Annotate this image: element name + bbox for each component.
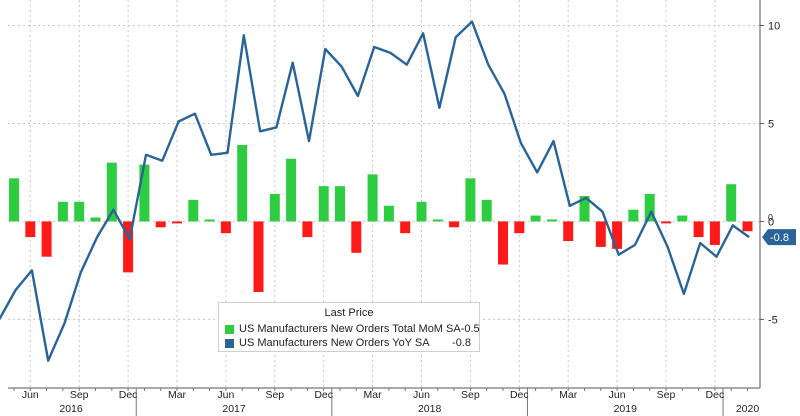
x-tick-label: Jun (22, 389, 39, 401)
x-tick-label: Sep (657, 389, 676, 401)
bar (25, 221, 36, 238)
bar (563, 221, 574, 242)
bar (302, 221, 313, 238)
legend-title: Last Price (324, 307, 374, 319)
yoy-line (0, 20, 750, 362)
bar (74, 201, 85, 222)
bar (530, 215, 541, 222)
x-tick-label: Mar (168, 389, 187, 401)
x-tick-label: Sep (461, 389, 480, 401)
bar (139, 164, 150, 222)
bar (286, 158, 297, 222)
legend-entry-name: US Manufacturers New Orders Total MoM SA (239, 323, 461, 335)
bar (579, 195, 590, 222)
bar (318, 186, 329, 222)
bar (465, 178, 476, 222)
x-year-label: 2018 (418, 403, 442, 415)
bar (595, 221, 606, 247)
bar (220, 221, 231, 234)
bar (416, 201, 427, 222)
bar (514, 221, 525, 234)
last-value-label: -0.8 (762, 229, 796, 246)
legend-entry-yoy: US Manufacturers New Orders YoY SA -0.8 (225, 336, 471, 350)
x-tick-label: Dec (706, 389, 725, 401)
bar (498, 221, 508, 265)
x-tick-label: Mar (364, 389, 383, 401)
y-tick-label: 0 (768, 216, 774, 228)
x-tick-label: Mar (559, 389, 578, 401)
legend-entry-value: -0.8 (452, 337, 471, 349)
bar (383, 205, 394, 222)
mom-bars (9, 145, 753, 292)
bar (644, 194, 655, 222)
bar (57, 201, 68, 222)
blue-square-icon (225, 338, 234, 348)
x-year-label: 2020 (736, 403, 760, 415)
bar (237, 145, 248, 222)
last-value-text: -0.8 (770, 232, 789, 244)
bar (612, 221, 623, 249)
bar (432, 219, 443, 222)
bar (41, 221, 52, 257)
bar (546, 219, 557, 222)
y-tick-label: -5 (768, 314, 778, 326)
bar (9, 178, 19, 222)
x-tick-label: Sep (70, 389, 89, 401)
bar (90, 217, 101, 222)
bar (742, 221, 753, 232)
y-tick-label: 0 (768, 212, 773, 222)
bar (253, 221, 264, 292)
axes (8, 0, 764, 416)
yoy-line-path (0, 20, 750, 362)
last-value-marker (762, 229, 796, 246)
bar (709, 221, 720, 245)
bar (693, 221, 704, 238)
legend-entry-mom: US Manufacturers New Orders Total MoM SA… (225, 322, 480, 336)
bar (335, 186, 345, 222)
bar (351, 221, 362, 253)
bar (726, 184, 737, 222)
bar (155, 221, 166, 228)
bar (106, 162, 117, 222)
bar (628, 209, 639, 222)
x-tick-label: Jun (217, 389, 234, 401)
bar (661, 221, 671, 224)
bar (172, 221, 182, 224)
legend-entry-value: -0.5 (460, 323, 480, 335)
y-tick-label: 5 (768, 118, 774, 130)
bar (449, 221, 460, 228)
x-year-label: 2019 (614, 403, 638, 415)
bar (400, 221, 411, 234)
x-tick-label: Dec (314, 389, 333, 401)
x-tick-label: Jun (413, 389, 430, 401)
bar (204, 219, 215, 222)
legend-entry-name: US Manufacturers New Orders YoY SA (239, 337, 430, 349)
green-square-icon (225, 324, 234, 334)
bar (367, 174, 378, 222)
x-tick-label: Dec (510, 389, 529, 401)
x-year-label: 2016 (59, 403, 83, 415)
bar (677, 215, 688, 222)
legend: Last Price US Manufacturers New Orders T… (218, 302, 480, 352)
x-year-label: 2017 (222, 403, 246, 415)
tick-labels: -5 0 5 10 0 Jun Sep Dec Mar Jun Sep Dec Mar Jun Sep Dec… (22, 20, 780, 415)
y-tick-label: 10 (768, 20, 780, 32)
bar (188, 199, 199, 222)
bar (123, 221, 134, 273)
bar (481, 199, 492, 222)
x-tick-label: Sep (265, 389, 284, 401)
bar (269, 194, 280, 222)
x-tick-label: Dec (119, 389, 138, 401)
x-tick-label: Jun (609, 389, 626, 401)
